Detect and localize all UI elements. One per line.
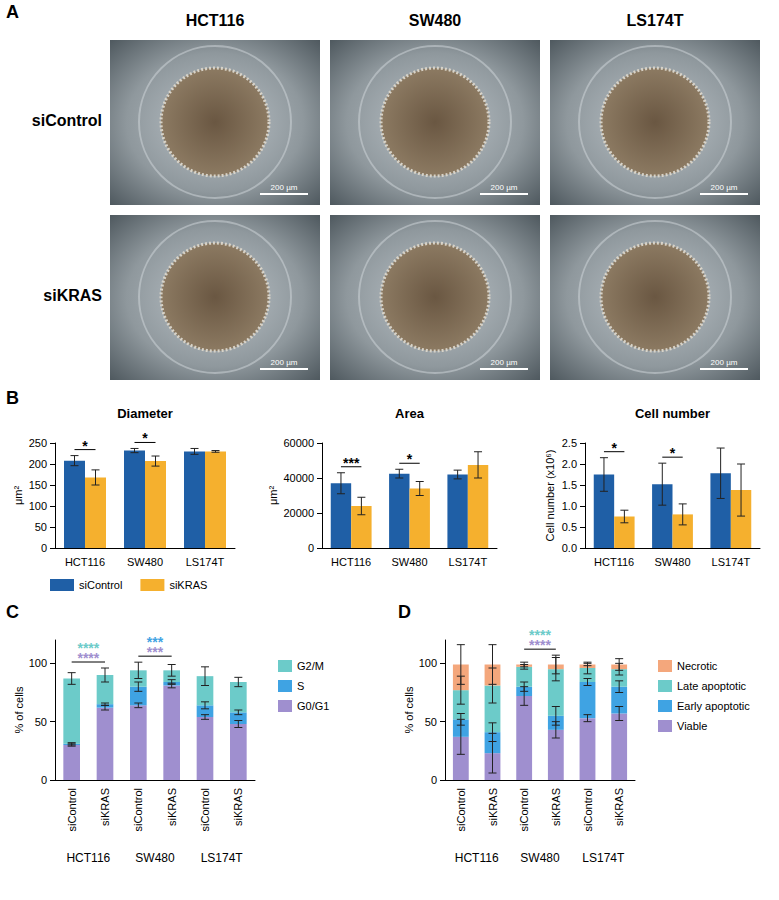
svg-text:Cell number: Cell number [635,406,710,421]
svg-text:****: **** [529,637,551,653]
html-text:siControl: siControl [31,112,102,129]
html-text:SW480: SW480 [408,12,462,29]
html-text:LS174T: LS174T [626,12,684,29]
svg-text:*: * [82,438,88,454]
svg-text:SW480: SW480 [135,851,175,865]
svg-text:HCT116: HCT116 [594,556,634,568]
svg-text:0.0: 0.0 [562,542,577,554]
svg-text:Diameter: Diameter [117,406,173,421]
svg-text:0: 0 [431,774,437,786]
svg-text:siControl: siControl [455,788,467,831]
svg-text:50: 50 [35,716,47,728]
svg-text:2.0: 2.0 [562,458,577,470]
svg-text:G2/M: G2/M [297,660,324,672]
html-text:HCT116: HCT116 [185,12,245,29]
svg-text:200 µm: 200 µm [491,183,518,192]
svg-text:HCT116: HCT116 [66,851,110,865]
svg-text:siControl: siControl [79,579,122,591]
svg-text:200 µm: 200 µm [271,183,298,192]
svg-text:****: **** [77,650,99,666]
svg-text:40000: 40000 [283,472,314,484]
html-text:A: A [6,2,19,22]
svg-text:siKRAS: siKRAS [169,579,207,591]
svg-text:200 µm: 200 µm [711,358,738,367]
svg-text:LS174T: LS174T [449,556,488,568]
svg-text:1.0: 1.0 [562,500,577,512]
svg-text:siKRAS: siKRAS [166,788,178,826]
svg-text:200 µm: 200 µm [271,358,298,367]
svg-text:siControl: siControl [518,788,530,831]
svg-text:siKRAS: siKRAS [487,788,499,826]
svg-text:LS174T: LS174T [712,556,751,568]
svg-text:siKRAS: siKRAS [613,788,625,826]
svg-text:0: 0 [41,542,47,554]
svg-text:100: 100 [419,657,437,669]
svg-text:μm²: μm² [267,486,279,506]
svg-text:Early apoptotic: Early apoptotic [677,700,750,712]
svg-text:G0/G1: G0/G1 [297,700,329,712]
svg-text:200: 200 [29,458,47,470]
svg-text:***: *** [343,455,360,471]
html-text:siKRAS: siKRAS [43,287,102,304]
svg-text:D: D [398,602,411,622]
svg-text:% of cells: % of cells [403,686,415,734]
svg-text:50: 50 [425,716,437,728]
svg-text:siControl: siControl [582,788,594,831]
svg-text:HCT116: HCT116 [331,556,371,568]
svg-text:B: B [6,388,19,408]
svg-text:C: C [6,602,19,622]
svg-text:*: * [407,451,413,467]
svg-text:100: 100 [29,657,47,669]
svg-text:LS174T: LS174T [186,556,225,568]
svg-text:SW480: SW480 [391,556,427,568]
svg-text:250: 250 [29,437,47,449]
svg-text:Cell number (x10⁶): Cell number (x10⁶) [544,450,556,542]
svg-text:SW480: SW480 [520,851,560,865]
svg-text:Late apoptotic: Late apoptotic [677,680,747,692]
svg-text:LS174T: LS174T [582,851,625,865]
svg-text:0: 0 [308,542,314,554]
svg-text:*: * [670,445,676,461]
svg-text:HCT116: HCT116 [65,556,105,568]
svg-text:***: *** [147,644,164,660]
svg-text:100: 100 [29,500,47,512]
svg-text:2.5: 2.5 [562,437,577,449]
svg-text:0.5: 0.5 [562,521,577,533]
svg-text:LS174T: LS174T [201,851,244,865]
svg-text:Necrotic: Necrotic [677,660,718,672]
svg-text:Viable: Viable [677,720,707,732]
svg-text:siKRAS: siKRAS [550,788,562,826]
svg-text:% of cells: % of cells [13,686,25,734]
svg-text:Area: Area [395,406,425,421]
svg-text:1.5: 1.5 [562,479,577,491]
svg-text:μm²: μm² [12,486,24,506]
svg-text:SW480: SW480 [654,556,690,568]
svg-text:20000: 20000 [283,507,314,519]
svg-text:S: S [297,680,304,692]
svg-text:60000: 60000 [283,437,314,449]
svg-text:siKRAS: siKRAS [232,788,244,826]
svg-text:200 µm: 200 µm [711,183,738,192]
svg-text:siControl: siControl [199,788,211,831]
svg-text:150: 150 [29,479,47,491]
svg-text:siKRAS: siKRAS [99,788,111,826]
svg-text:siControl: siControl [132,788,144,831]
svg-text:siControl: siControl [66,788,78,831]
svg-text:SW480: SW480 [127,556,163,568]
svg-text:HCT116: HCT116 [455,851,499,865]
svg-text:50: 50 [35,521,47,533]
svg-text:0: 0 [41,774,47,786]
svg-text:*: * [611,440,617,456]
svg-text:200 µm: 200 µm [491,358,518,367]
svg-text:*: * [142,430,148,446]
